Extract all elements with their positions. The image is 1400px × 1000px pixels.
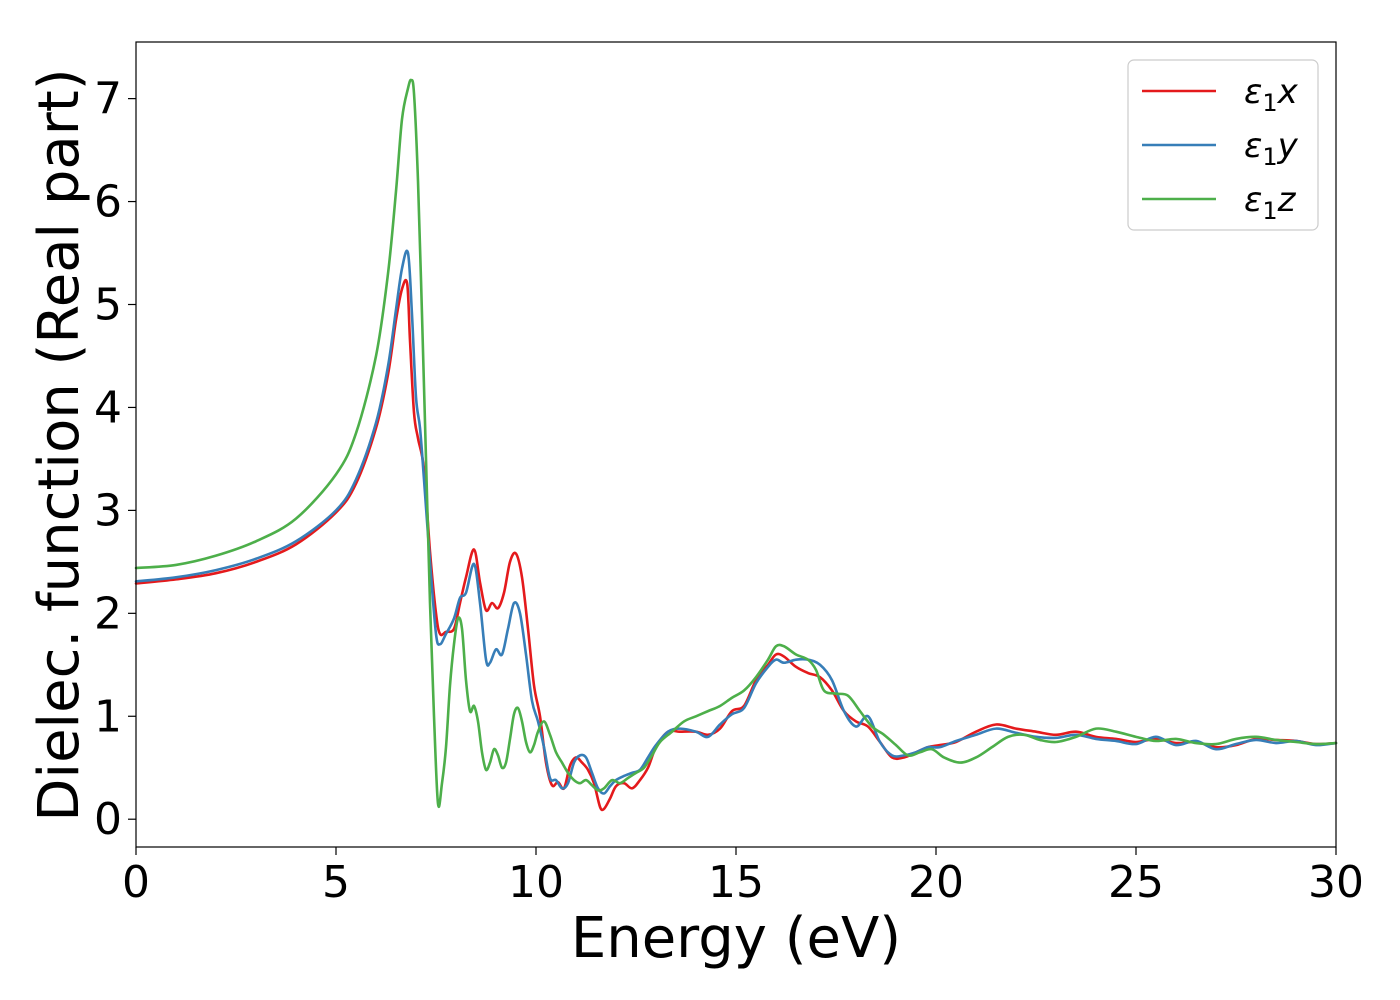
y-tick-label: 5 <box>94 280 122 331</box>
series-line-y <box>134 249 1338 795</box>
series-layer <box>134 78 1338 812</box>
series-line-z <box>134 78 1338 808</box>
x-tick-label: 0 <box>122 857 150 908</box>
legend: ε1x ε1y ε1z <box>1127 59 1319 231</box>
y-axis-label: Dielec. function (Real part) <box>27 68 92 821</box>
legend-box <box>1127 59 1319 231</box>
y-tick-label: 4 <box>94 382 122 433</box>
y-tick-label: 2 <box>94 588 122 639</box>
x-tick-label: 10 <box>508 857 564 908</box>
x-axis: 0 5 10 15 20 25 30 <box>122 847 1364 908</box>
series-line-x <box>134 278 1338 812</box>
legend-label-x: ε1x <box>1244 72 1299 117</box>
x-tick-label: 25 <box>1108 857 1164 908</box>
x-tick-label: 30 <box>1308 857 1364 908</box>
x-tick-label: 20 <box>908 857 964 908</box>
y-tick-label: 3 <box>94 485 122 536</box>
x-axis-label: Energy (eV) <box>571 906 901 971</box>
y-axis: 0 1 2 3 4 5 6 7 <box>94 74 136 845</box>
legend-label-y: ε1y <box>1244 126 1299 171</box>
x-tick-label: 15 <box>708 857 764 908</box>
y-tick-label: 0 <box>94 794 122 845</box>
y-tick-label: 1 <box>94 691 122 742</box>
y-tick-label: 6 <box>94 177 122 228</box>
legend-label-z: ε1z <box>1244 180 1297 225</box>
y-tick-label: 7 <box>94 74 122 125</box>
x-tick-label: 5 <box>322 857 350 908</box>
